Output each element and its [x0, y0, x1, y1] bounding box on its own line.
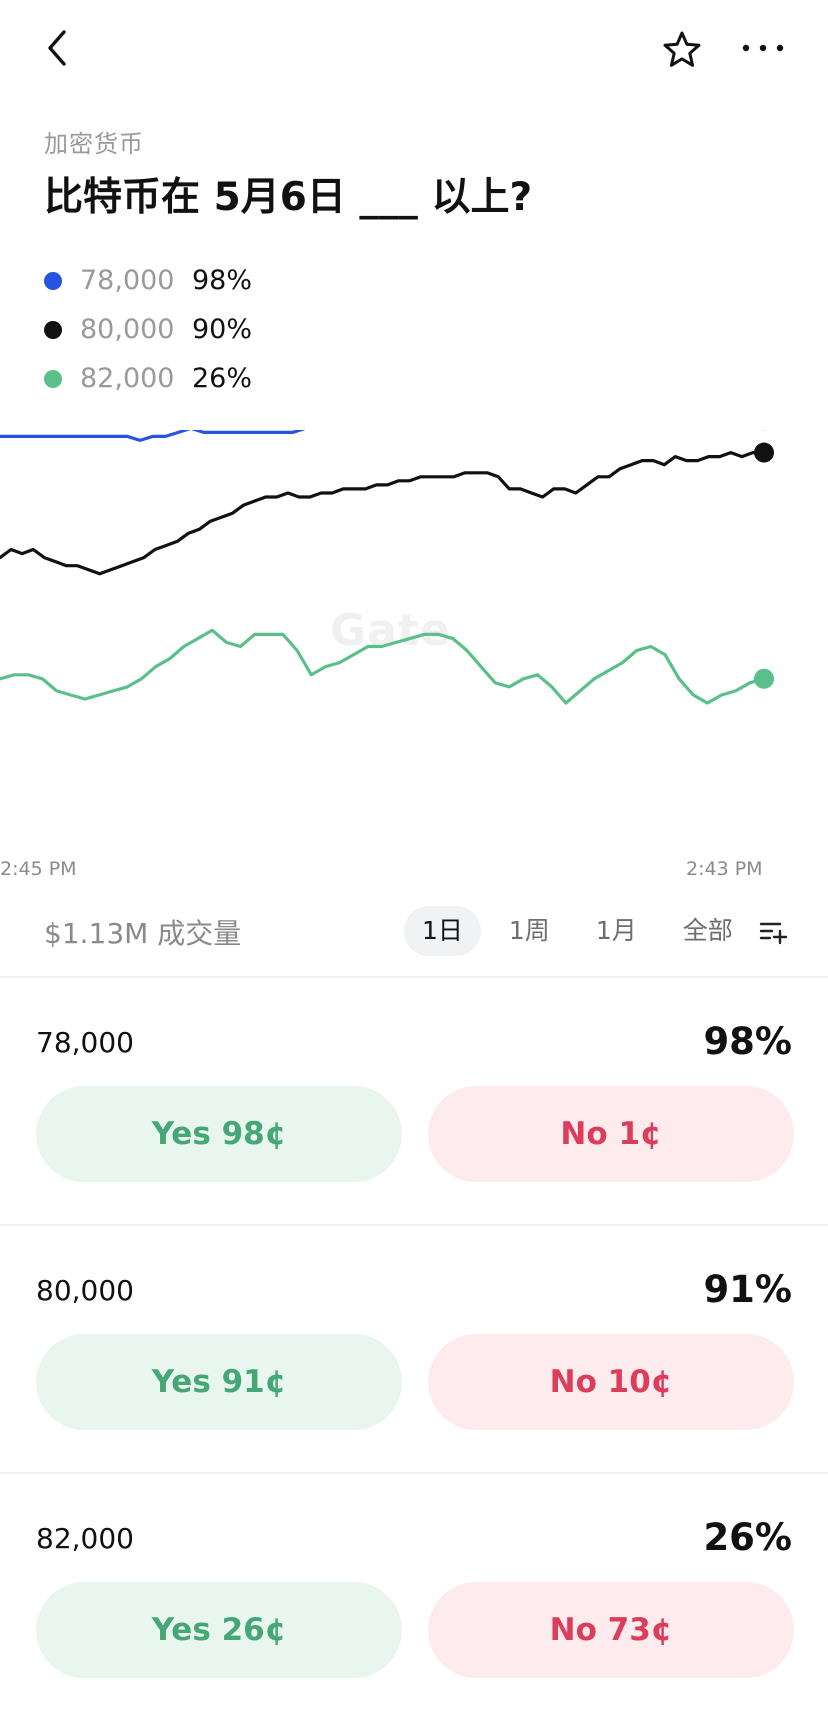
market-strike: 82,000 — [36, 1522, 134, 1555]
list-add-icon — [758, 916, 788, 946]
chart-start-time: 2:45 PM — [0, 858, 77, 880]
series-endpoint-80000 — [754, 443, 774, 463]
more-button[interactable] — [738, 28, 788, 72]
market-probability: 98% — [703, 1020, 792, 1063]
series-line-82000 — [0, 630, 764, 703]
category-label[interactable]: 加密货币 — [44, 124, 144, 159]
buy-no-button[interactable]: No 73¢ — [428, 1582, 794, 1678]
range-tab-1w[interactable]: 1周 — [491, 906, 568, 956]
series-dot-icon — [44, 370, 62, 388]
back-button[interactable] — [38, 26, 82, 70]
market-strike: 80,000 — [36, 1274, 134, 1307]
market-strike: 78,000 — [36, 1026, 134, 1059]
buy-no-button[interactable]: No 1¢ — [428, 1086, 794, 1182]
series-dot-icon — [44, 272, 62, 290]
chart-end-time: 2:43 PM — [686, 858, 763, 880]
legend-item-78000: 78,000 98% — [44, 256, 252, 305]
market-card-82000: 82,000 26% Yes 26¢ No 73¢ — [0, 1474, 828, 1722]
legend-item-82000: 82,000 26% — [44, 354, 252, 403]
buy-yes-button[interactable]: Yes 26¢ — [36, 1582, 402, 1678]
market-card-80000: 80,000 91% Yes 91¢ No 10¢ — [0, 1226, 828, 1474]
legend-strike: 82,000 — [80, 363, 192, 394]
legend-percent: 90% — [192, 314, 252, 345]
chevron-left-icon — [38, 26, 82, 70]
time-range-tabs: 1日 1周 1月 全部 — [404, 904, 761, 958]
series-dot-icon — [44, 321, 62, 339]
favorite-button[interactable] — [660, 28, 704, 72]
probability-chart[interactable] — [0, 430, 828, 830]
range-tab-all[interactable]: 全部 — [665, 906, 751, 956]
series-endpoint-82000 — [754, 669, 774, 689]
more-dots-icon — [738, 28, 788, 72]
chart-settings-button[interactable] — [758, 916, 788, 946]
top-bar — [0, 0, 828, 100]
legend-item-80000: 80,000 90% — [44, 305, 252, 354]
range-tab-1m[interactable]: 1月 — [578, 906, 655, 956]
star-icon — [660, 28, 704, 72]
legend-percent: 26% — [192, 363, 252, 394]
series-line-80000 — [0, 453, 764, 574]
page-title: 比特币在 5月6日 ___ 以上? — [44, 166, 532, 222]
buy-yes-button[interactable]: Yes 98¢ — [36, 1086, 402, 1182]
buy-no-button[interactable]: No 10¢ — [428, 1334, 794, 1430]
legend-strike: 78,000 — [80, 265, 192, 296]
legend-strike: 80,000 — [80, 314, 192, 345]
market-card-78000: 78,000 98% Yes 98¢ No 1¢ — [0, 978, 828, 1226]
market-probability: 91% — [703, 1268, 792, 1311]
volume-label: $1.13M 成交量 — [44, 912, 241, 952]
legend-percent: 98% — [192, 265, 252, 296]
series-line-78000 — [0, 430, 764, 440]
market-probability: 26% — [703, 1516, 792, 1559]
buy-yes-button[interactable]: Yes 91¢ — [36, 1334, 402, 1430]
chart-legend: 78,000 98% 80,000 90% 82,000 26% — [44, 256, 252, 403]
range-tab-1d[interactable]: 1日 — [404, 906, 481, 956]
